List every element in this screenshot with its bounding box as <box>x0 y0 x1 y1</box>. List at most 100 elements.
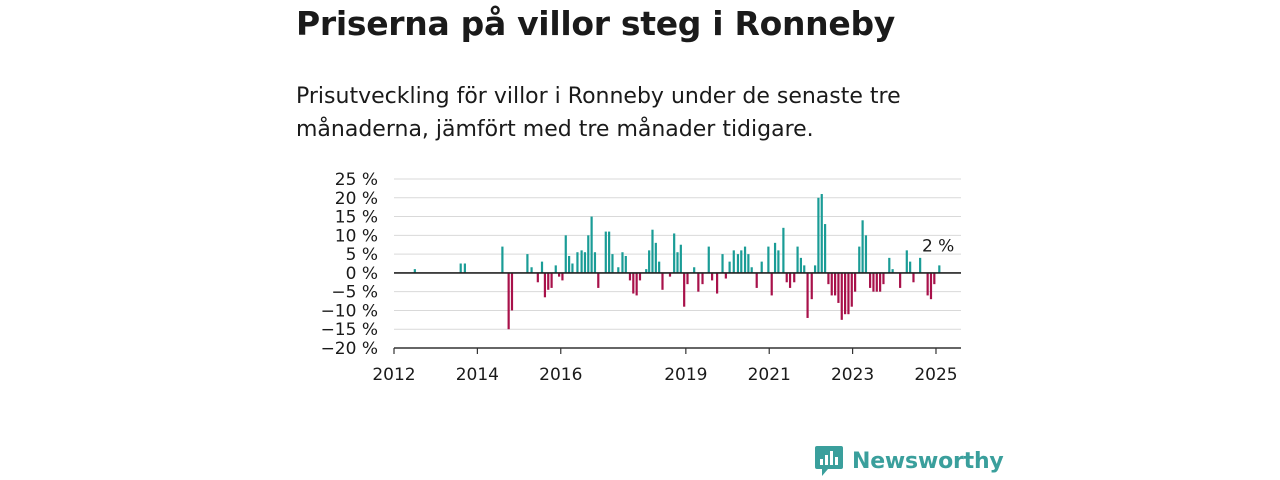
bar <box>875 272 878 292</box>
y-tick-label: −10 % <box>321 301 378 321</box>
bar <box>767 246 770 273</box>
bar <box>621 252 624 273</box>
bar <box>604 231 607 273</box>
bar <box>711 272 714 281</box>
bar <box>840 272 843 320</box>
bar <box>617 267 620 273</box>
bar <box>571 263 574 273</box>
bar <box>673 233 676 273</box>
bar <box>597 272 600 288</box>
bar <box>919 257 922 273</box>
bar <box>773 242 777 273</box>
x-axis-ticks: 2012 2014 2016 2019 2021 2023 2025 <box>372 348 958 385</box>
bar <box>799 257 803 273</box>
bar <box>463 263 466 273</box>
bar <box>587 235 590 273</box>
bar <box>770 272 773 296</box>
bar <box>501 246 504 273</box>
bar <box>817 197 820 273</box>
bars <box>413 194 941 330</box>
bar <box>747 254 750 273</box>
bar <box>743 246 747 273</box>
bar <box>888 257 891 273</box>
bar <box>547 272 550 290</box>
bar <box>654 242 657 273</box>
y-axis-tick-labels: 25 %20 %15 %10 %5 %0 %−5 %−10 %−15 %−20 … <box>321 170 378 359</box>
bar <box>806 272 809 318</box>
bar <box>716 272 719 294</box>
bar <box>793 272 796 283</box>
bar <box>540 261 544 273</box>
last-value-label: 2 % <box>922 236 954 256</box>
newsworthy-logo-icon <box>815 446 843 476</box>
bar <box>847 272 850 315</box>
bar <box>459 263 462 273</box>
y-tick-label: 15 % <box>335 208 378 228</box>
x-tick-label: 2016 <box>539 365 582 385</box>
bar <box>850 272 853 307</box>
bar <box>611 254 614 273</box>
x-tick-label: 2019 <box>664 365 707 385</box>
bar <box>564 235 567 273</box>
bar <box>926 272 929 296</box>
bar <box>750 267 753 273</box>
bar <box>557 272 561 277</box>
bar <box>648 250 651 273</box>
bar <box>777 250 780 273</box>
bar <box>938 265 941 273</box>
bar <box>899 272 902 288</box>
bar <box>736 254 740 273</box>
x-tick-label: 2023 <box>831 365 874 385</box>
y-tick-label: 25 % <box>335 170 378 190</box>
bar <box>590 216 593 273</box>
bar <box>628 272 632 281</box>
bar <box>891 269 894 273</box>
bar <box>827 272 830 285</box>
bar <box>858 246 861 273</box>
brand-name: Newsworthy <box>852 448 1004 474</box>
bar <box>697 272 700 292</box>
bar <box>707 246 710 273</box>
bar <box>854 272 857 292</box>
bar <box>632 272 635 294</box>
bar <box>676 252 679 273</box>
x-tick-label: 2025 <box>914 365 957 385</box>
bar <box>820 194 823 273</box>
y-tick-label: 0 % <box>346 264 378 284</box>
bar <box>760 261 763 273</box>
bar <box>701 272 704 285</box>
bar <box>909 261 912 273</box>
bar <box>833 272 837 296</box>
bar <box>882 272 885 285</box>
bar <box>732 250 735 273</box>
bar <box>905 250 908 273</box>
bar <box>813 265 817 273</box>
newsworthy-logo: Newsworthy <box>814 445 1004 477</box>
chart-subtitle: Prisutveckling för villor i Ronneby unde… <box>296 84 901 142</box>
bar <box>740 250 743 273</box>
bar <box>530 267 533 273</box>
bar <box>830 272 833 296</box>
y-tick-label: −15 % <box>321 320 378 340</box>
bar <box>668 272 672 277</box>
bar <box>536 272 539 283</box>
bar <box>679 244 682 273</box>
bar <box>661 272 664 290</box>
bar <box>583 252 587 273</box>
bar <box>724 272 727 279</box>
bar <box>413 269 416 273</box>
bar <box>864 235 868 273</box>
x-tick-label: 2012 <box>372 365 415 385</box>
bar <box>810 272 813 300</box>
bar <box>554 265 557 273</box>
bar <box>543 272 547 298</box>
bar <box>837 272 840 303</box>
bar <box>608 231 611 273</box>
bar <box>658 261 661 273</box>
y-tick-label: −5 % <box>331 283 378 303</box>
chart-title: Priserna på villor steg i Ronneby <box>296 4 895 43</box>
bar <box>796 246 799 273</box>
bar <box>635 272 638 296</box>
bar <box>651 229 654 273</box>
y-tick-label: 10 % <box>335 226 378 246</box>
